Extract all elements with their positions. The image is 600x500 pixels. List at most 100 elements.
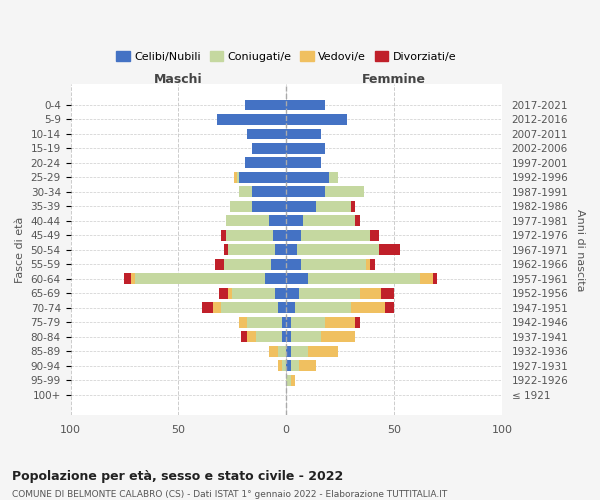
Bar <box>275 244 286 256</box>
Bar <box>265 274 286 284</box>
Bar <box>329 172 338 183</box>
Bar <box>379 244 400 256</box>
Bar <box>286 317 290 328</box>
Bar <box>226 230 273 241</box>
Bar <box>239 172 286 183</box>
Bar <box>251 143 286 154</box>
Bar <box>351 201 355 212</box>
Bar <box>308 274 420 284</box>
Bar <box>286 332 290 342</box>
Bar <box>278 360 282 372</box>
Bar <box>286 186 325 198</box>
Bar <box>370 230 379 241</box>
Y-axis label: Fasce di età: Fasce di età <box>15 216 25 283</box>
Bar <box>370 259 374 270</box>
Text: COMUNE DI BELMONTE CALABRO (CS) - Dati ISTAT 1° gennaio 2022 - Elaborazione TUTT: COMUNE DI BELMONTE CALABRO (CS) - Dati I… <box>12 490 447 499</box>
Bar <box>381 288 394 299</box>
Bar <box>290 360 299 372</box>
Bar <box>286 288 299 299</box>
Bar <box>228 288 232 299</box>
Bar <box>230 201 251 212</box>
Bar <box>278 302 286 314</box>
Bar <box>215 259 224 270</box>
Bar <box>135 274 265 284</box>
Bar <box>221 230 226 241</box>
Bar <box>433 274 437 284</box>
Bar <box>385 302 394 314</box>
Bar <box>286 259 301 270</box>
Bar <box>124 274 131 284</box>
Bar <box>301 230 370 241</box>
Bar <box>286 360 290 372</box>
Bar <box>224 244 228 256</box>
Bar <box>251 186 286 198</box>
Bar <box>239 317 247 328</box>
Bar <box>316 201 351 212</box>
Bar <box>286 158 321 168</box>
Bar <box>301 259 366 270</box>
Bar <box>245 158 286 168</box>
Bar <box>308 346 338 357</box>
Bar <box>239 186 251 198</box>
Bar <box>245 100 286 110</box>
Bar <box>286 302 295 314</box>
Bar <box>290 346 308 357</box>
Bar <box>241 332 247 342</box>
Bar <box>325 317 355 328</box>
Bar <box>273 230 286 241</box>
Bar <box>220 288 228 299</box>
Bar <box>286 128 321 140</box>
Bar <box>236 172 239 183</box>
Bar <box>286 244 297 256</box>
Bar <box>286 114 347 125</box>
Bar <box>247 332 256 342</box>
Bar <box>286 375 290 386</box>
Bar <box>321 332 355 342</box>
Text: Popolazione per età, sesso e stato civile - 2022: Popolazione per età, sesso e stato civil… <box>12 470 343 483</box>
Bar <box>286 346 290 357</box>
Bar <box>299 288 359 299</box>
Bar <box>226 216 269 226</box>
Bar <box>290 375 295 386</box>
Bar <box>213 302 221 314</box>
Bar <box>217 114 286 125</box>
Bar <box>290 317 325 328</box>
Bar <box>420 274 433 284</box>
Text: Maschi: Maschi <box>154 73 203 86</box>
Bar <box>247 317 282 328</box>
Legend: Celibi/Nubili, Coniugati/e, Vedovi/e, Divorziati/e: Celibi/Nubili, Coniugati/e, Vedovi/e, Di… <box>112 47 461 66</box>
Bar <box>299 360 316 372</box>
Bar <box>247 128 286 140</box>
Bar <box>282 317 286 328</box>
Bar <box>286 274 308 284</box>
Bar <box>269 216 286 226</box>
Bar <box>282 332 286 342</box>
Text: Femmine: Femmine <box>362 73 426 86</box>
Bar <box>131 274 135 284</box>
Bar <box>304 216 355 226</box>
Bar <box>366 259 370 270</box>
Bar <box>256 332 282 342</box>
Bar <box>232 288 275 299</box>
Bar <box>278 346 286 357</box>
Bar <box>221 302 278 314</box>
Bar <box>275 288 286 299</box>
Bar <box>269 346 278 357</box>
Bar <box>286 143 325 154</box>
Bar <box>235 172 236 183</box>
Bar <box>286 216 304 226</box>
Y-axis label: Anni di nascita: Anni di nascita <box>575 208 585 291</box>
Bar <box>228 244 275 256</box>
Bar <box>355 317 359 328</box>
Bar <box>359 288 381 299</box>
Bar <box>297 244 379 256</box>
Bar <box>355 216 359 226</box>
Bar <box>286 230 301 241</box>
Bar <box>351 302 385 314</box>
Bar <box>286 172 329 183</box>
Bar <box>325 186 364 198</box>
Bar <box>251 201 286 212</box>
Bar <box>224 259 271 270</box>
Bar <box>271 259 286 270</box>
Bar <box>286 201 316 212</box>
